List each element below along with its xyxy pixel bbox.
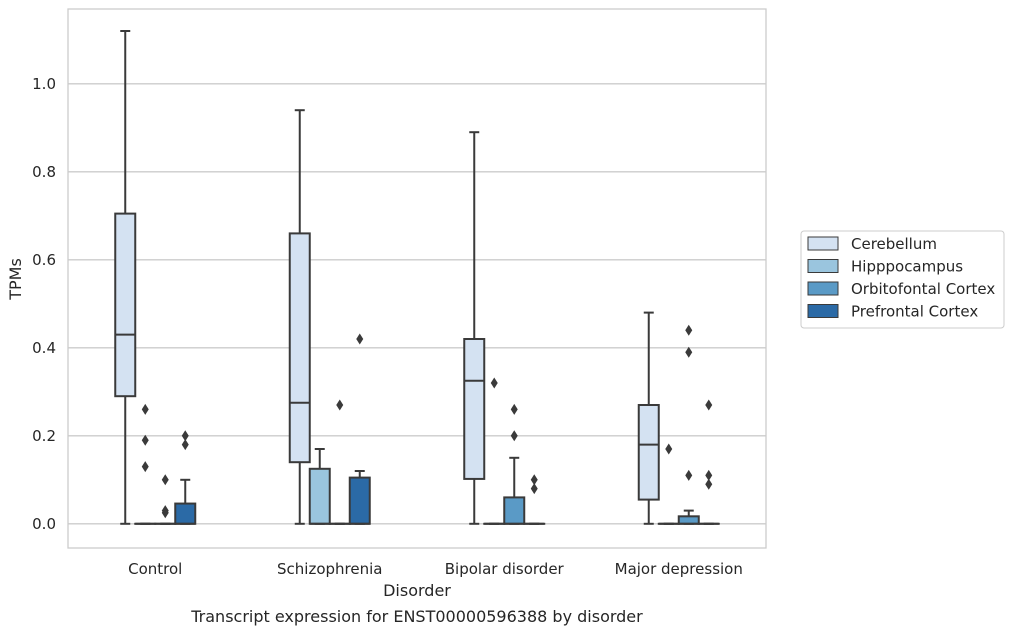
box-cerebellum (637, 404, 660, 501)
legend-swatch (807, 259, 839, 273)
outlier-point (665, 443, 673, 455)
chart-caption: Transcript expression for ENST0000059638… (190, 607, 643, 626)
outlier-point (356, 333, 364, 345)
box-cerebellum (463, 338, 486, 480)
box-prefrontal-cortex (348, 476, 371, 525)
box-group-schizophrenia (288, 109, 371, 525)
x-tick-label: Bipolar disorder (445, 560, 565, 578)
x-tick-label: Major depression (615, 560, 743, 578)
box-groups (114, 30, 720, 525)
outlier-point (685, 469, 693, 481)
box-prefrontal-cortex (174, 502, 197, 525)
outlier-point (161, 507, 169, 519)
outlier-point (336, 399, 344, 411)
y-axis-ticks: 0.0 0.2 0.4 0.6 0.8 1.0 (32, 75, 56, 533)
outlier-point (161, 474, 169, 486)
outlier-point (141, 434, 149, 446)
y-tick-label: 0.2 (32, 427, 56, 445)
y-tick-label: 0.4 (32, 339, 56, 357)
y-tick-label: 0.6 (32, 251, 56, 269)
x-tick-label: Control (128, 560, 182, 578)
box-group-control (114, 30, 197, 525)
box-cerebellum (288, 232, 311, 464)
outlier-point (685, 324, 693, 336)
outlier-point (141, 461, 149, 473)
y-tick-label: 0.0 (32, 515, 56, 533)
outlier-point (510, 430, 518, 442)
box-cerebellum (114, 212, 137, 398)
box-group-bipolar-disorder (463, 131, 546, 525)
legend-label: Hipppocampus (851, 258, 963, 276)
x-axis-ticks: Control Schizophrenia Bipolar disorder Majo… (128, 560, 743, 578)
legend-swatch (807, 281, 839, 296)
outlier-point (490, 377, 498, 389)
x-tick-label: Schizophrenia (277, 560, 382, 578)
box-orbitofontal-cortex (503, 496, 526, 525)
outlier-point (510, 403, 518, 415)
box-orbitofontal-cortex (677, 515, 700, 525)
legend-swatch (807, 304, 839, 318)
outlier-point (530, 474, 538, 486)
legend-swatch (807, 236, 839, 251)
y-tick-label: 0.8 (32, 163, 56, 181)
outlier-point (181, 439, 189, 451)
outlier-point (705, 469, 713, 481)
legend-label: Cerebellum (851, 235, 937, 253)
outlier-point (181, 430, 189, 442)
legend-frame (800, 230, 1005, 329)
outlier-point (705, 478, 713, 490)
box-group-major-depression (637, 311, 720, 525)
legend: Cerebellum Hipppocampus Orbitofontal Corte… (800, 230, 1005, 329)
outlier-point (685, 346, 693, 358)
y-tick-label: 1.0 (32, 75, 56, 93)
legend-label: Prefrontal Cortex (851, 303, 978, 321)
outlier-point (705, 399, 713, 411)
legend-label: Orbitofontal Cortex (851, 280, 995, 298)
x-axis-title: Disorder (383, 581, 451, 600)
outlier-point (530, 483, 538, 495)
plot-background (68, 9, 766, 548)
plot-frame (67, 8, 767, 549)
box-hipppocampus (308, 467, 331, 525)
y-axis-title: TPMs (6, 258, 25, 301)
outlier-point (141, 403, 149, 415)
